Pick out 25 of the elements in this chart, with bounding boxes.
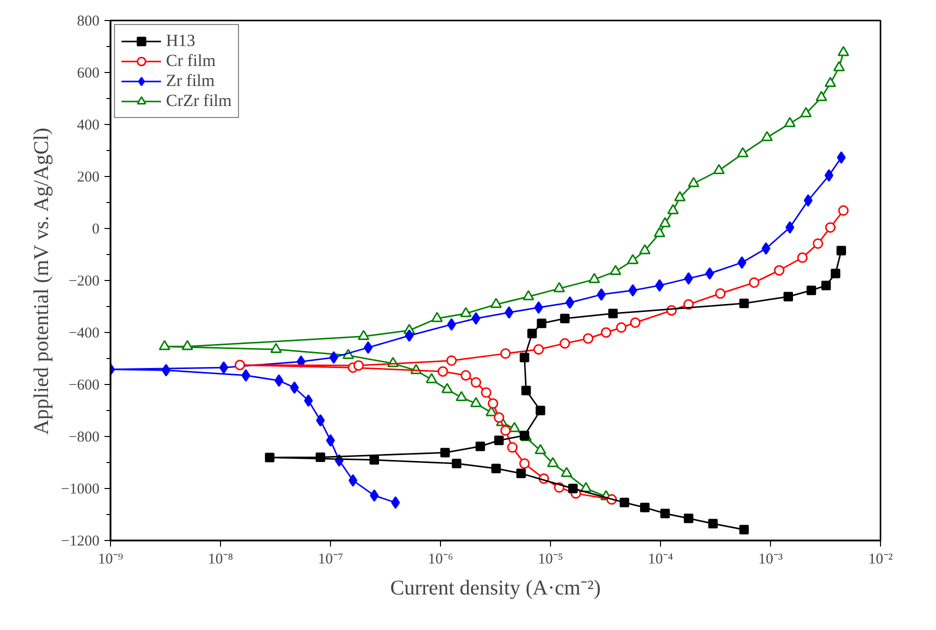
y-tick-label: 200 [77, 170, 100, 186]
x-tick-label: 10⁻⁴ [648, 552, 674, 568]
legend-label: Cr film [166, 51, 216, 71]
legend-label: Zr film [166, 71, 215, 91]
y-tick-label: −200 [68, 274, 100, 290]
x-tick-label: 10⁻⁹ [98, 552, 124, 568]
y-tick-label: 800 [77, 14, 100, 30]
legend-label: H13 [166, 31, 196, 51]
y-tick-label: −400 [68, 326, 100, 342]
x-tick-label: 10⁻² [868, 552, 894, 568]
y-tick-label: 400 [77, 118, 100, 134]
y-tick-label: −800 [68, 430, 100, 446]
legend-label: CrZr film [166, 91, 232, 111]
y-tick-label: −1000 [61, 482, 100, 498]
x-axis-title: Current density (A·cm⁻²) [390, 576, 601, 600]
x-tick-label: 10⁻⁶ [428, 552, 454, 568]
x-tick-label: 10⁻³ [758, 552, 784, 568]
y-tick-label: −600 [68, 378, 100, 394]
y-tick-label: 600 [77, 66, 100, 82]
y-tick-label: −1200 [61, 534, 100, 550]
x-tick-label: 10⁻⁷ [318, 552, 344, 568]
y-axis-title: Applied potential (mV vs. Ag/AgCl) [29, 128, 54, 435]
x-tick-label: 10⁻⁵ [538, 552, 564, 568]
x-tick-label: 10⁻⁸ [208, 552, 234, 568]
y-tick-label: 0 [92, 222, 100, 238]
